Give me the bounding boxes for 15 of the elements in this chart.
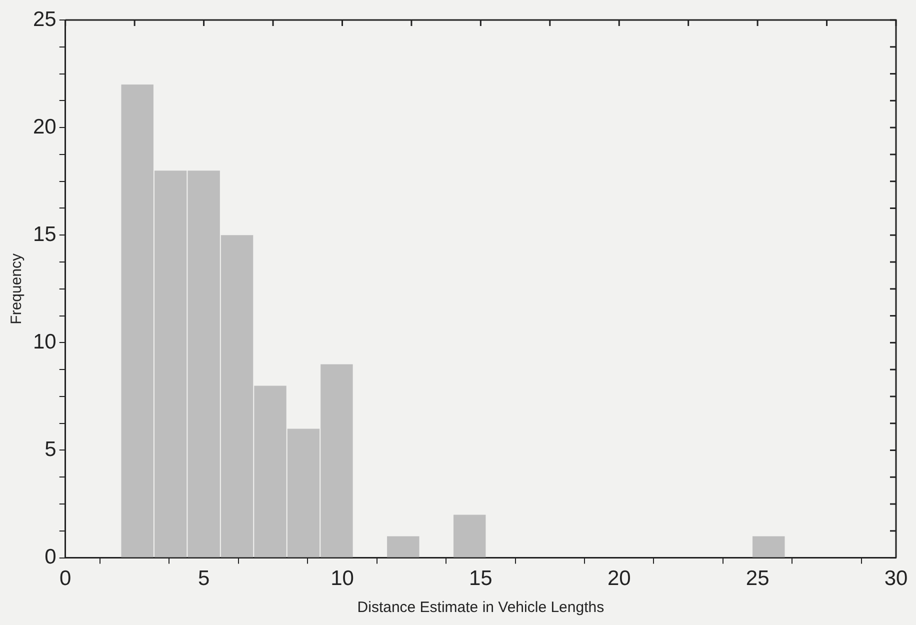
y-tick-label: 0 [44,546,56,569]
x-tick-label: 30 [884,567,908,590]
y-tick-label: 15 [33,222,56,246]
x-tick-label: 0 [60,567,72,590]
y-axis-title: Frequency [8,252,26,324]
x-tick-label: 15 [469,567,492,590]
x-tick-label: 10 [330,567,354,590]
y-tick-label: 25 [33,8,56,31]
x-axis-title: Distance Estimate in Vehicle Lengths [357,599,604,616]
y-tick-label: 5 [44,438,56,462]
y-tick-label: 20 [33,115,56,138]
x-tick-label: 5 [198,567,210,590]
x-tick-label: 20 [607,567,631,590]
y-tick-label: 10 [33,330,56,354]
x-tick-label: 25 [746,567,770,590]
